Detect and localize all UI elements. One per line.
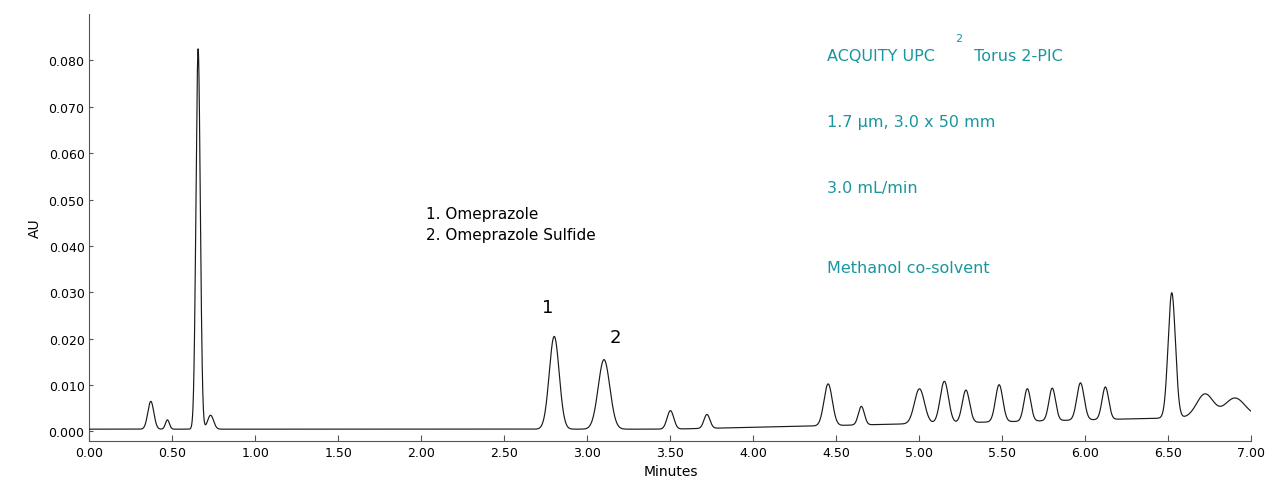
Y-axis label: AU: AU	[28, 218, 42, 238]
Text: 2: 2	[610, 328, 622, 346]
Text: 1. Omeprazole
2. Omeprazole Sulfide: 1. Omeprazole 2. Omeprazole Sulfide	[427, 206, 596, 242]
Text: ACQUITY UPC: ACQUITY UPC	[827, 49, 935, 64]
Text: 2: 2	[955, 34, 963, 44]
Text: 1.7 μm, 3.0 x 50 mm: 1.7 μm, 3.0 x 50 mm	[827, 115, 996, 130]
Text: Torus 2-PIC: Torus 2-PIC	[969, 49, 1062, 64]
X-axis label: Minutes: Minutes	[644, 464, 697, 478]
Text: 1: 1	[541, 298, 553, 316]
Text: 3.0 mL/min: 3.0 mL/min	[827, 181, 918, 196]
Text: Methanol co-solvent: Methanol co-solvent	[827, 261, 990, 275]
